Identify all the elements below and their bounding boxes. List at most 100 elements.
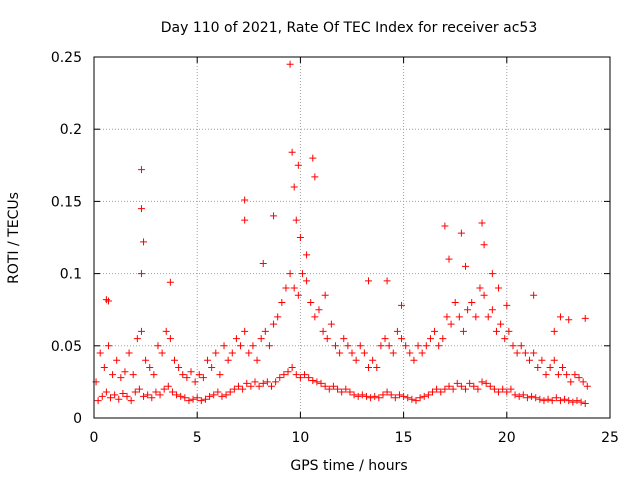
data-point: [270, 320, 278, 328]
data-point: [540, 397, 548, 405]
data-point: [536, 395, 544, 403]
y-tick-labels: 0 0.05 0.1 0.15 0.2 0.25: [51, 50, 82, 427]
data-point: [472, 313, 480, 321]
data-point: [453, 379, 461, 387]
data-point: [228, 349, 236, 357]
data-point: [321, 291, 329, 299]
data-point: [164, 382, 172, 390]
data-point: [309, 376, 317, 384]
data-point: [375, 394, 383, 402]
data-point: [185, 397, 193, 405]
data-point: [170, 356, 178, 364]
data-point: [515, 392, 523, 400]
data-point: [583, 382, 591, 390]
data-point: [447, 320, 455, 328]
data-point: [561, 395, 569, 403]
data-point: [441, 385, 449, 393]
data-point: [352, 356, 360, 364]
data-point: [100, 363, 108, 371]
data-point: [137, 270, 145, 278]
data-point: [556, 397, 564, 405]
data-point: [137, 166, 145, 174]
data-point: [563, 371, 571, 379]
data-point: [191, 378, 199, 386]
y-tick-label: 0: [73, 411, 82, 427]
data-point: [166, 335, 174, 343]
y-tick-label: 0.15: [51, 194, 82, 210]
data-point: [331, 342, 339, 350]
data-point: [426, 335, 434, 343]
data-point: [137, 205, 145, 213]
x-tick-label: 15: [395, 430, 413, 446]
data-point: [193, 394, 201, 402]
data-point: [433, 385, 441, 393]
data-point: [173, 391, 181, 399]
data-point: [230, 385, 238, 393]
data-point: [342, 385, 350, 393]
data-point: [402, 342, 410, 350]
data-point: [212, 349, 220, 357]
data-point: [406, 349, 414, 357]
data-point: [158, 349, 166, 357]
data-point: [369, 356, 377, 364]
data-point: [490, 385, 498, 393]
data-point: [327, 320, 335, 328]
data-point: [216, 371, 224, 379]
x-tick-label: 25: [601, 430, 619, 446]
data-point: [542, 371, 550, 379]
data-point: [455, 313, 463, 321]
plot-frame: [93, 56, 611, 419]
data-point: [559, 363, 567, 371]
data-point: [544, 395, 552, 403]
data-point: [226, 388, 234, 396]
data-point: [214, 388, 222, 396]
data-point: [410, 356, 418, 364]
data-point: [476, 284, 484, 292]
data-point: [567, 378, 575, 386]
data-point: [313, 378, 321, 386]
data-point: [340, 335, 348, 343]
data-point: [290, 183, 298, 191]
data-point: [255, 382, 263, 390]
data-point: [457, 382, 465, 390]
data-point: [505, 327, 513, 335]
data-point: [292, 216, 300, 224]
data-point: [400, 392, 408, 400]
data-point: [565, 397, 573, 405]
data-point: [462, 262, 470, 270]
data-point: [263, 378, 271, 386]
data-point: [305, 374, 313, 382]
data-point: [210, 391, 218, 399]
data-point: [249, 342, 257, 350]
data-point: [309, 154, 317, 162]
data-point: [550, 327, 558, 335]
data-point: [383, 277, 391, 285]
data-point: [270, 212, 278, 220]
data-point: [484, 313, 492, 321]
data-point: [445, 382, 453, 390]
data-point: [251, 378, 259, 386]
data-point: [577, 398, 585, 406]
data-point: [449, 385, 457, 393]
data-point: [367, 394, 375, 402]
data-point: [495, 284, 503, 292]
data-point: [362, 392, 370, 400]
data-point: [208, 363, 216, 371]
data-point: [519, 391, 527, 399]
data-point: [189, 395, 197, 403]
data-point: [282, 284, 290, 292]
data-point: [408, 395, 416, 403]
data-point: [365, 277, 373, 285]
data-point: [325, 385, 333, 393]
data-point: [443, 313, 451, 321]
data-point: [428, 388, 436, 396]
data-point: [259, 259, 267, 267]
grid-lines: [94, 57, 610, 418]
data-point: [385, 342, 393, 350]
data-point: [486, 382, 494, 390]
data-point: [129, 371, 137, 379]
data-point: [431, 327, 439, 335]
data-point: [344, 342, 352, 350]
data-point: [321, 382, 329, 390]
